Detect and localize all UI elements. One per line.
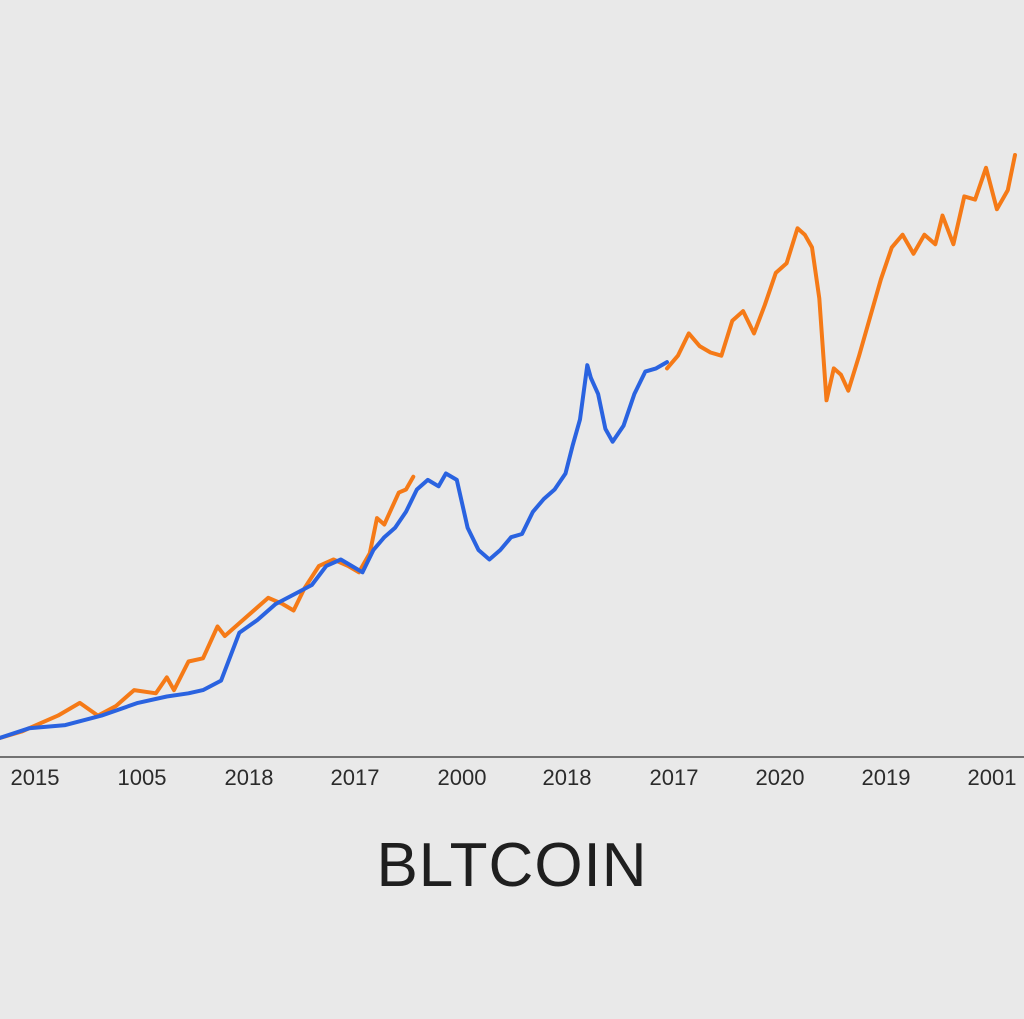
x-tick-label: 2018 <box>225 765 274 790</box>
x-tick-label: 2017 <box>650 765 699 790</box>
series-line-2 <box>0 360 669 740</box>
series-line-1 <box>0 474 416 740</box>
x-tick-label: 2019 <box>862 765 911 790</box>
x-tick-label: 2018 <box>543 765 592 790</box>
x-tick-label: 1005 <box>118 765 167 790</box>
chart-title: BLTCOIN <box>376 831 648 900</box>
x-tick-label: 2000 <box>438 765 487 790</box>
series-line-3 <box>665 153 1017 403</box>
x-axis-ticks: 2015 1005 2018 2017 2000 2018 2017 2020 2019 2001 <box>11 765 1017 790</box>
line-chart: 2015 1005 2018 2017 2000 2018 2017 2020 2019 2001 <box>0 153 1024 790</box>
x-tick-label: 2001 <box>968 765 1017 790</box>
x-tick-label: 2015 <box>11 765 60 790</box>
x-tick-label: 2017 <box>331 765 380 790</box>
x-tick-label: 2020 <box>756 765 805 790</box>
series-layer <box>0 153 1017 740</box>
